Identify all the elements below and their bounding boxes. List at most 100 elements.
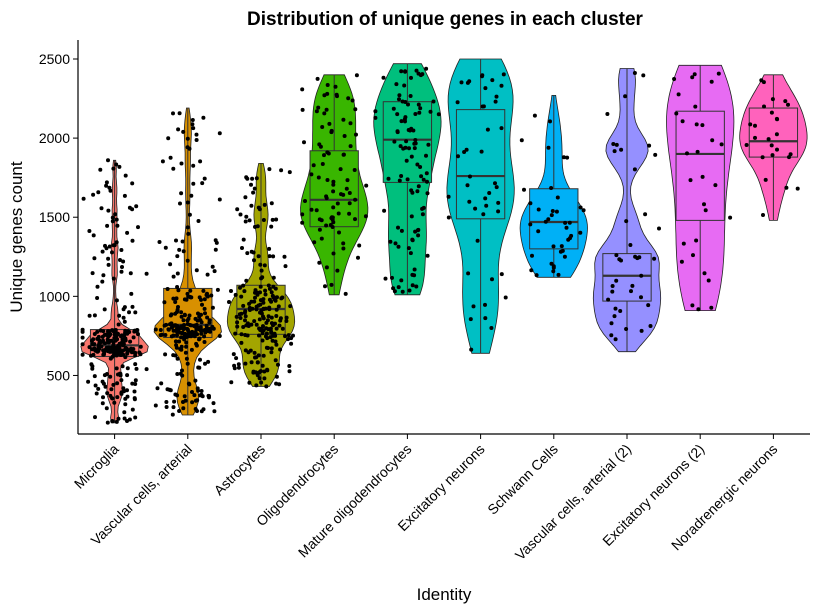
cluster-1-point (122, 193, 127, 198)
cluster-2-point (177, 111, 182, 116)
cluster-1-point (125, 373, 130, 378)
cluster-1-point (121, 307, 126, 312)
cluster-7-point (564, 225, 569, 230)
cluster-2-point (205, 294, 210, 299)
cluster-9-point (690, 303, 695, 308)
cluster-1-point (87, 229, 92, 233)
cluster-4-point (316, 105, 321, 110)
cluster-2-point (177, 339, 182, 344)
cluster-1-point (102, 373, 107, 378)
cluster-1-point (95, 296, 100, 300)
cluster-3-point (232, 363, 237, 368)
cluster-1-point (92, 313, 97, 318)
cluster-1-point (116, 331, 120, 336)
cluster-2-point (194, 341, 199, 346)
cluster-4-point (324, 265, 329, 270)
cluster-2-point (162, 300, 167, 305)
cluster-1-point (123, 173, 128, 178)
cluster-3-point (233, 331, 238, 336)
cluster-2-points (153, 111, 222, 417)
cluster-3-point (265, 368, 270, 373)
cluster-3-point (252, 299, 257, 304)
cluster-2-point (181, 318, 186, 323)
cluster-5-point (409, 154, 414, 159)
cluster-4-point (300, 107, 305, 112)
cluster-7-point (555, 195, 560, 200)
cluster-1-point (108, 393, 113, 398)
cluster-5-point (392, 289, 397, 294)
cluster-4-point (331, 182, 336, 187)
cluster-10-point (770, 153, 775, 158)
cluster-8-point (652, 256, 657, 261)
cluster-3-point (284, 315, 289, 320)
cluster-9-point (710, 138, 715, 143)
cluster-1-point (93, 415, 97, 420)
cluster-6-point (481, 104, 486, 109)
cluster-1-point (136, 332, 140, 337)
cluster-4-point (348, 144, 353, 149)
cluster-8-point (624, 327, 629, 331)
cluster-5-point (415, 162, 420, 167)
cluster-4-point (323, 284, 327, 289)
cluster-10-point (783, 99, 788, 104)
cluster-1-point (93, 383, 98, 388)
cluster-8-box (602, 253, 652, 302)
cluster-6-points (446, 72, 508, 352)
cluster-6-point (490, 78, 495, 83)
cluster-3-point (273, 286, 278, 291)
cluster-3-point (289, 336, 294, 341)
cluster-2-point (186, 381, 191, 386)
cluster-5-point (420, 72, 425, 77)
cluster-2-point (186, 231, 191, 236)
cluster-2-point (198, 357, 202, 362)
cluster-1-point (126, 330, 131, 335)
cluster-2-point (179, 161, 184, 166)
cluster-8-point (632, 167, 637, 172)
cluster-1-point (123, 355, 128, 360)
cluster-8-point (639, 273, 644, 278)
cluster-2-point (199, 389, 204, 393)
cluster-5-point (388, 239, 393, 244)
cluster-3-point (261, 328, 266, 333)
cluster-8-point (614, 142, 619, 147)
cluster-2-point (188, 323, 192, 327)
cluster-3-point (278, 318, 283, 323)
y-tick-label: 1000 (39, 288, 70, 304)
cluster-3-point (231, 352, 236, 357)
cluster-2-point (168, 322, 172, 327)
cluster-1-point (133, 415, 138, 420)
cluster-1-point (117, 346, 122, 351)
cluster-3-point (243, 318, 247, 323)
cluster-1-point (114, 366, 119, 371)
cluster-3-point (240, 246, 244, 250)
cluster-2-point (184, 340, 189, 345)
cluster-7-point (530, 253, 534, 258)
cluster-4-point (317, 142, 322, 147)
cluster-2-point (179, 314, 184, 319)
cluster-8-point (610, 289, 615, 294)
cluster-4-point (356, 255, 360, 260)
cluster-3-point (234, 356, 239, 361)
cluster-2-point (187, 313, 192, 318)
cluster-2-point (175, 254, 180, 259)
cluster-8-point (641, 73, 646, 78)
cluster-1-point (116, 322, 121, 327)
cluster-9-point (674, 111, 679, 116)
cluster-6-point (468, 317, 473, 322)
cluster-4-point (319, 218, 324, 223)
cluster-3-point (267, 305, 272, 310)
cluster-3-point (252, 186, 257, 191)
cluster-3-point (241, 237, 246, 242)
cluster-4-point (342, 134, 347, 138)
cluster-1-point (130, 381, 135, 386)
cluster-9-point (728, 215, 733, 220)
cluster-5-point (421, 177, 426, 182)
cluster-4-point (322, 153, 326, 158)
cluster-3-point (253, 355, 257, 360)
cluster-1-point (106, 334, 111, 338)
cluster-1-point (129, 350, 134, 355)
cluster-5-point (397, 97, 401, 102)
cluster-5-point (416, 184, 421, 189)
cluster-2-point (190, 122, 195, 127)
